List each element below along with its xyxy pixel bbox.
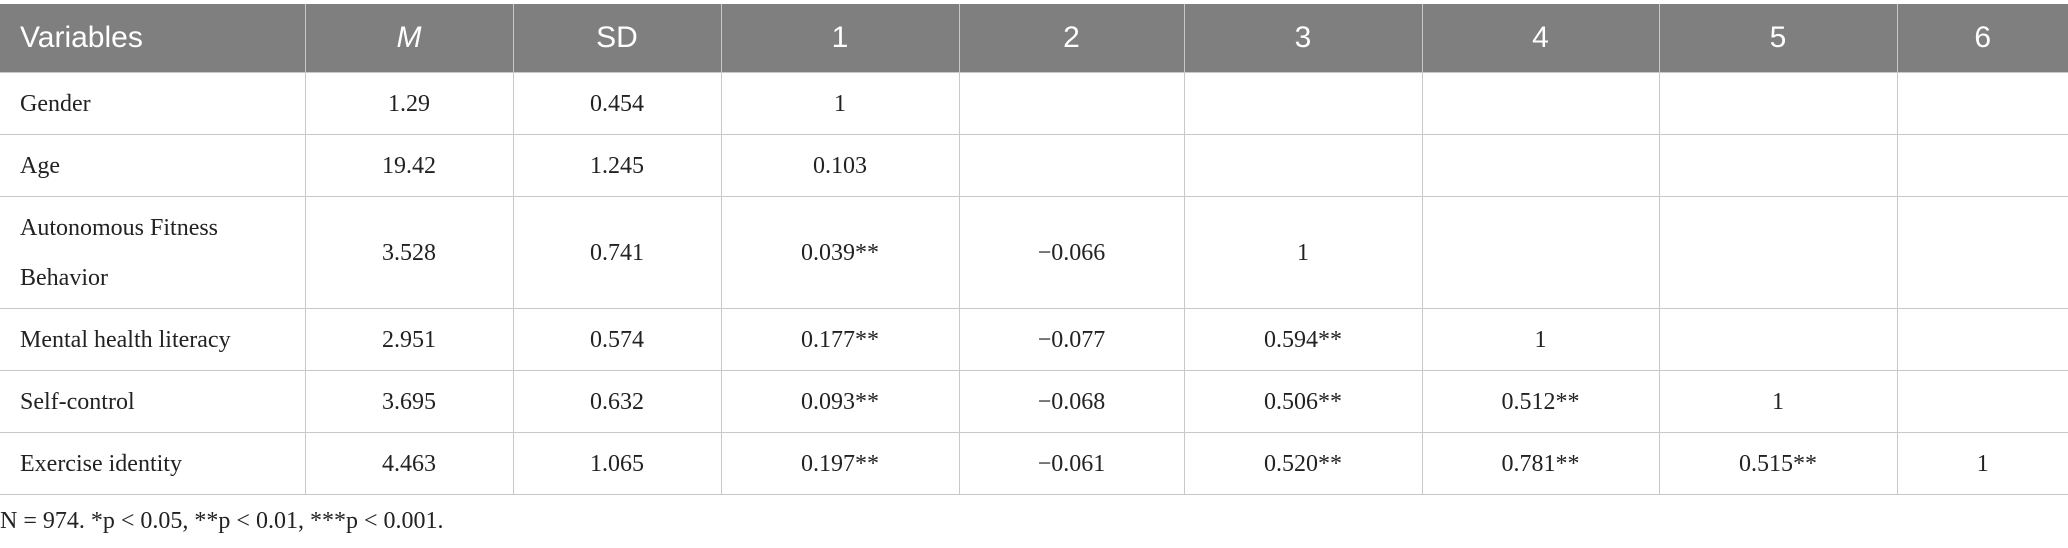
empty-cell	[1896, 196, 2068, 309]
cell: 0.632	[512, 370, 722, 433]
row-label: Mental health literacy	[0, 308, 306, 371]
empty-cell	[1421, 72, 1660, 135]
table-row: Gender 1.29 0.454 1	[0, 72, 2068, 135]
cell: 0.197**	[720, 432, 960, 495]
header-cell: 2	[958, 4, 1184, 73]
empty-cell	[1183, 72, 1423, 135]
cell: 19.42	[304, 134, 514, 197]
empty-cell	[1896, 370, 2068, 433]
header-cell: 3	[1183, 4, 1422, 73]
cell: 0.594**	[1183, 308, 1423, 371]
cell: 1.245	[512, 134, 722, 197]
cell: 1	[1658, 370, 1898, 433]
cell: 0.506**	[1183, 370, 1423, 433]
table-row: Self-control 3.695 0.632 0.093** −0.068 0.506…	[0, 370, 2068, 433]
empty-cell	[1421, 196, 1660, 309]
empty-cell	[1421, 134, 1660, 197]
cell: 4.463	[304, 432, 514, 495]
cell: 0.177**	[720, 308, 960, 371]
row-label: Gender	[0, 72, 306, 135]
header-row: Variables M SD 1 2 3 4 5 6	[0, 4, 2068, 73]
empty-cell	[1658, 134, 1898, 197]
cell: 1	[1183, 196, 1423, 309]
row-label: Self-control	[0, 370, 306, 433]
cell: 3.695	[304, 370, 514, 433]
empty-cell	[1896, 134, 2068, 197]
empty-cell	[1896, 72, 2068, 135]
table-row: Mental health literacy 2.951 0.574 0.177** −…	[0, 308, 2068, 371]
cell: 1.29	[304, 72, 514, 135]
row-label: Age	[0, 134, 306, 197]
header-cell: 4	[1421, 4, 1659, 73]
header-cell: M	[304, 4, 513, 73]
cell: 0.781**	[1421, 432, 1660, 495]
cell: 2.951	[304, 308, 514, 371]
empty-cell	[1658, 308, 1898, 371]
table-row: Autonomous Fitness Behavior 3.528 0.741 0.0…	[0, 196, 2068, 309]
empty-cell	[1183, 134, 1423, 197]
cell: 1	[1421, 308, 1660, 371]
cell: 1	[1896, 432, 2068, 495]
empty-cell	[1896, 308, 2068, 371]
empty-cell	[1658, 72, 1898, 135]
header-cell: 6	[1896, 4, 2068, 73]
cell: −0.066	[958, 196, 1185, 309]
cell: 0.520**	[1183, 432, 1423, 495]
cell: 0.515**	[1658, 432, 1898, 495]
empty-cell	[958, 134, 1185, 197]
row-label: Autonomous Fitness Behavior	[0, 196, 306, 309]
cell: 0.574	[512, 308, 722, 371]
cell: 0.103	[720, 134, 960, 197]
cell: −0.061	[958, 432, 1185, 495]
empty-cell	[1658, 196, 1898, 309]
footnote: N = 974. *p < 0.05, **p < 0.01, ***p < 0…	[0, 508, 444, 534]
header-cell: Variables	[0, 4, 305, 73]
cell: 1.065	[512, 432, 722, 495]
empty-cell	[958, 72, 1185, 135]
header-cell: 5	[1658, 4, 1897, 73]
correlation-table: Variables M SD 1 2 3 4 5 6 Gender 1.29 0.454 1 Age 19…	[0, 4, 2068, 495]
row-label: Exercise identity	[0, 432, 306, 495]
header-cell: SD	[512, 4, 721, 73]
cell: 0.512**	[1421, 370, 1660, 433]
table-row: Exercise identity 4.463 1.065 0.197** −0.061…	[0, 432, 2068, 495]
cell: 0.454	[512, 72, 722, 135]
cell: 0.093**	[720, 370, 960, 433]
table-row: Age 19.42 1.245 0.103	[0, 134, 2068, 197]
cell: 1	[720, 72, 960, 135]
table-body: Gender 1.29 0.454 1 Age 19.42 1.245 0.103 Autono…	[0, 72, 2068, 495]
cell: 0.039**	[720, 196, 960, 309]
header-cell: 1	[720, 4, 959, 73]
cell: 0.741	[512, 196, 722, 309]
cell: 3.528	[304, 196, 514, 309]
cell: −0.077	[958, 308, 1185, 371]
cell: −0.068	[958, 370, 1185, 433]
